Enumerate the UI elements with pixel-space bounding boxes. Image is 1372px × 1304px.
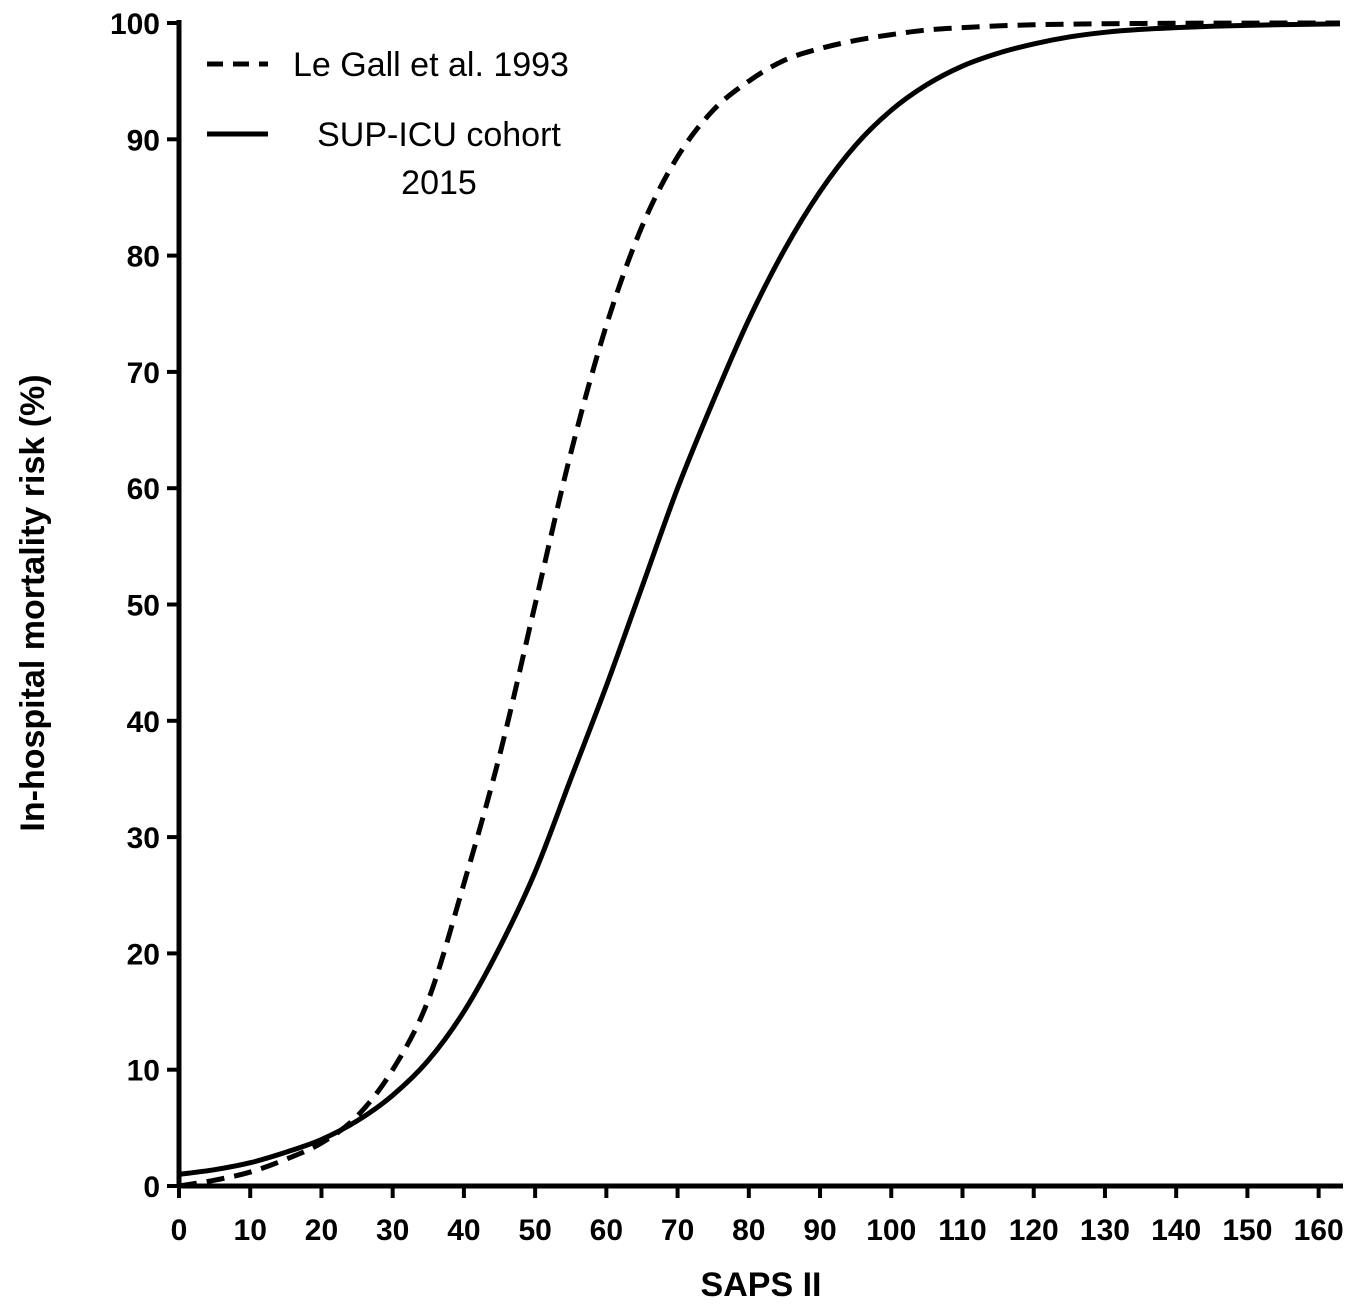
y-tick-label: 80 [127, 241, 160, 274]
x-tick-label: 30 [376, 1214, 409, 1247]
x-tick-label: 10 [234, 1214, 267, 1247]
legend-label-sup-icu-line1: SUP-ICU cohort [317, 116, 561, 154]
y-tick-label: 50 [127, 590, 160, 623]
x-tick-label: 70 [661, 1214, 694, 1247]
x-axis-ticks: 0 10 20 30 40 50 60 70 80 90 100 110 120 130 140 150 160 [171, 1186, 1344, 1247]
series-line-le-gall-1993 [178, 20, 1340, 1189]
x-tick-label: 60 [590, 1214, 623, 1247]
y-axis-ticks: 0 10 20 30 40 50 60 70 80 90 100 [110, 8, 179, 1204]
x-tick-label: 110 [938, 1214, 986, 1247]
y-tick-label: 40 [127, 706, 160, 739]
x-tick-label: 140 [1151, 1214, 1201, 1247]
y-tick-label: 60 [127, 473, 160, 506]
legend-label-le-gall: Le Gall et al. 1993 [293, 46, 569, 84]
x-axis-title: SAPS II [701, 1266, 822, 1304]
x-tick-label: 0 [171, 1214, 188, 1247]
legend: Le Gall et al. 1993 SUP-ICU cohort 2015 [207, 46, 569, 202]
y-tick-label: 90 [127, 124, 160, 157]
y-tick-label: 100 [110, 8, 160, 41]
x-tick-label: 40 [447, 1214, 480, 1247]
x-tick-label: 80 [732, 1214, 765, 1247]
x-tick-label: 120 [1009, 1214, 1059, 1247]
y-tick-label: 70 [127, 357, 160, 390]
x-tick-label: 20 [305, 1214, 338, 1247]
y-tick-label: 20 [127, 938, 160, 971]
y-tick-label: 10 [127, 1055, 160, 1088]
x-tick-label: 150 [1222, 1214, 1272, 1247]
y-axis-title: In-hospital mortality risk (%) [14, 374, 52, 831]
x-tick-label: 100 [866, 1214, 916, 1247]
x-tick-label: 50 [518, 1214, 551, 1247]
y-tick-label: 0 [143, 1171, 160, 1204]
series-line-sup-icu-2015 [178, 21, 1341, 1177]
y-tick-label: 30 [127, 822, 160, 855]
x-tick-label: 90 [803, 1214, 836, 1247]
plot-area [178, 20, 1341, 1189]
x-tick-label: 160 [1294, 1214, 1344, 1247]
legend-label-sup-icu-line2: 2015 [401, 164, 477, 202]
x-tick-label: 130 [1080, 1214, 1130, 1247]
